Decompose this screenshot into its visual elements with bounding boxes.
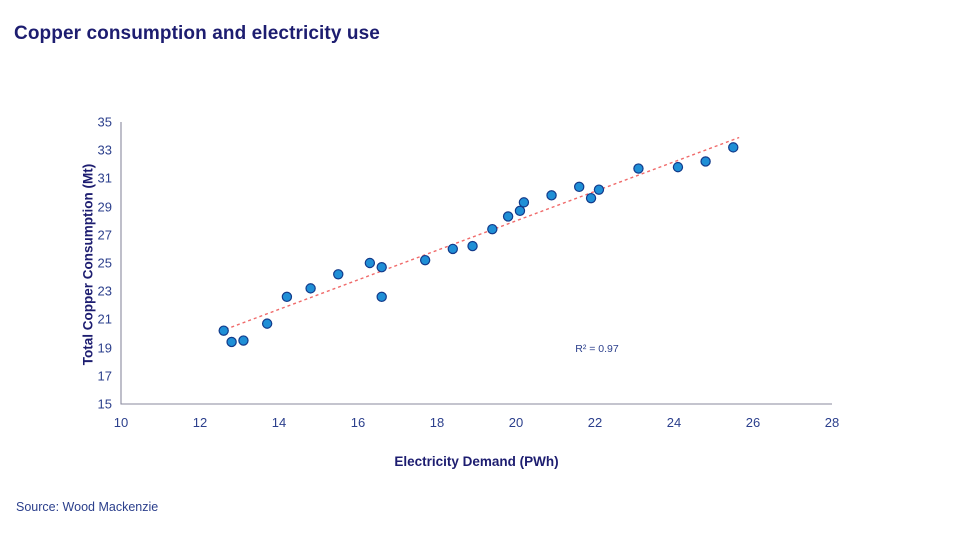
data-point — [728, 142, 739, 153]
data-point — [585, 192, 597, 204]
data-point — [238, 335, 249, 346]
x-tick-label: 26 — [745, 415, 761, 430]
data-point — [467, 240, 478, 252]
x-tick-label: 10 — [113, 415, 129, 430]
x-tick-label: 22 — [587, 415, 603, 430]
data-point — [281, 291, 293, 303]
y-tick-label: 31 — [97, 170, 112, 186]
y-tick-label: 15 — [97, 396, 112, 412]
data-point — [574, 181, 585, 193]
x-tick-label: 18 — [429, 415, 445, 430]
y-tick-label: 21 — [97, 311, 112, 327]
source-note: Source: Wood Mackenzie — [16, 500, 159, 514]
y-tick-label: 33 — [97, 142, 112, 158]
x-tick-label: 24 — [666, 415, 682, 430]
data-point — [633, 163, 644, 174]
data-point — [487, 223, 498, 235]
data-point — [218, 325, 229, 336]
data-point-group — [218, 142, 739, 348]
r-squared-annotation: R² = 0.97 — [575, 343, 619, 356]
data-point — [333, 269, 344, 280]
page-title: Copper consumption and electricity use — [14, 23, 380, 44]
y-tick-label: 35 — [97, 114, 112, 130]
x-tick-label: 16 — [350, 415, 366, 430]
data-point — [593, 184, 605, 195]
data-point — [376, 262, 387, 273]
data-point — [700, 156, 711, 167]
data-point — [226, 336, 237, 348]
data-point — [305, 283, 316, 294]
x-tick-label: 28 — [824, 415, 840, 430]
data-point — [447, 243, 458, 255]
x-tick-label: 20 — [508, 415, 524, 430]
y-tick-label: 29 — [97, 199, 112, 215]
data-point — [514, 205, 526, 217]
y-tick-label: 17 — [97, 368, 112, 384]
data-point — [546, 190, 557, 201]
y-tick-label: 25 — [97, 255, 112, 271]
data-point — [419, 254, 431, 266]
y-tick-label: 19 — [97, 340, 112, 356]
trendline — [225, 136, 740, 330]
data-point — [261, 318, 273, 329]
x-axis-title: Electricity Demand (PWh) — [394, 454, 559, 469]
data-point — [672, 161, 684, 173]
data-point — [376, 291, 387, 303]
y-tick-label: 27 — [97, 227, 112, 243]
y-tick-label: 23 — [97, 283, 112, 299]
axis-lines — [120, 122, 832, 405]
x-tick-label: 14 — [271, 415, 287, 430]
data-point — [518, 197, 530, 208]
data-point — [364, 257, 376, 269]
data-point — [502, 211, 514, 222]
x-tick-label: 12 — [192, 415, 208, 430]
